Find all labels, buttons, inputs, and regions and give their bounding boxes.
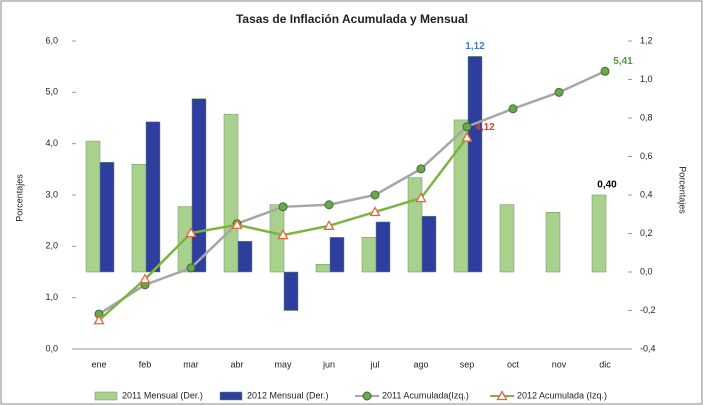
line-marker bbox=[278, 202, 288, 212]
legend-marker bbox=[496, 390, 508, 401]
x-tick-label: ene bbox=[91, 359, 106, 369]
y2-tick-label: -0,4 bbox=[640, 343, 656, 353]
bar bbox=[375, 221, 391, 273]
y-tick-label: 5,0 bbox=[45, 87, 58, 97]
y2-axis-label: Porcentajes bbox=[678, 166, 688, 214]
line-marker bbox=[93, 314, 105, 325]
line-marker bbox=[461, 131, 473, 142]
y2-tick-label: 0,0 bbox=[640, 266, 653, 276]
x-tick-label: ago bbox=[413, 359, 428, 369]
line-marker bbox=[139, 273, 151, 284]
bar bbox=[407, 177, 423, 273]
legend-label: 2012 Mensual (Der.) bbox=[247, 390, 329, 400]
line-marker bbox=[370, 190, 380, 200]
line-marker bbox=[324, 200, 334, 210]
y2-tick-label: 1,2 bbox=[640, 35, 653, 45]
bar bbox=[545, 212, 561, 273]
bar bbox=[223, 113, 239, 273]
bar bbox=[467, 56, 483, 273]
bar bbox=[315, 264, 331, 273]
x-tick-label: oct bbox=[507, 359, 520, 369]
legend-label: 2011 Acumulada(Izq.) bbox=[382, 390, 469, 400]
line-marker bbox=[416, 164, 426, 174]
bar bbox=[145, 121, 161, 273]
legend-swatch bbox=[94, 391, 118, 401]
y-tick-label: 2,0 bbox=[45, 241, 58, 251]
x-tick-label: feb bbox=[139, 359, 152, 369]
line-marker bbox=[415, 192, 427, 203]
legend-label: 2012 Acumulada (Izq.) bbox=[517, 390, 607, 400]
x-tick-label: may bbox=[274, 359, 292, 369]
x-tick-label: jul bbox=[369, 359, 379, 369]
bar bbox=[85, 140, 101, 273]
line-marker bbox=[600, 66, 610, 76]
line-marker bbox=[186, 263, 196, 273]
y2-tick-label: 1,0 bbox=[640, 74, 653, 84]
bar bbox=[453, 119, 469, 273]
data-label: 5,41 bbox=[613, 56, 633, 67]
bar bbox=[329, 237, 345, 273]
bar bbox=[237, 240, 253, 273]
legend-label: 2011 Mensual (Der.) bbox=[122, 390, 203, 400]
y-axis-label: Porcentajes bbox=[14, 174, 24, 222]
line bbox=[98, 70, 606, 316]
data-label: 0,40 bbox=[597, 180, 617, 191]
line-marker bbox=[554, 87, 564, 97]
y-tick-label: 0,0 bbox=[45, 343, 58, 353]
x-tick-label: jun bbox=[322, 359, 335, 369]
bar bbox=[421, 215, 437, 273]
bar bbox=[361, 237, 377, 273]
line-marker bbox=[323, 219, 335, 230]
y2-tick-label: 0,2 bbox=[640, 228, 653, 238]
line-marker bbox=[185, 227, 197, 238]
y2-tick-label: -0,2 bbox=[640, 305, 656, 315]
line-marker bbox=[508, 104, 518, 114]
y-tick-label: 6,0 bbox=[45, 35, 58, 45]
line-marker bbox=[277, 229, 289, 240]
x-tick-label: sep bbox=[460, 359, 475, 369]
line-marker bbox=[369, 206, 381, 217]
bar bbox=[283, 271, 299, 311]
y-tick-label: 1,0 bbox=[45, 292, 58, 302]
legend-swatch bbox=[219, 391, 243, 401]
data-label: 1,12 bbox=[465, 41, 485, 52]
x-tick-label: abr bbox=[230, 359, 243, 369]
bar bbox=[499, 204, 515, 273]
y-tick-label: 4,0 bbox=[45, 138, 58, 148]
y2-tick-label: 0,4 bbox=[640, 189, 653, 199]
y2-tick-label: 0,6 bbox=[640, 151, 653, 161]
x-tick-label: nov bbox=[552, 359, 567, 369]
x-tick-label: mar bbox=[183, 359, 199, 369]
legend-marker bbox=[362, 391, 372, 401]
line-marker bbox=[462, 122, 472, 132]
bar bbox=[591, 194, 607, 273]
data-label: 4,12 bbox=[475, 122, 495, 133]
x-tick-label: dic bbox=[599, 359, 611, 369]
line-marker bbox=[231, 218, 243, 229]
y-tick-label: 3,0 bbox=[45, 189, 58, 199]
bar bbox=[99, 162, 115, 273]
bar bbox=[191, 98, 207, 273]
chart-title: Tasas de Inflación Acumulada y Mensual bbox=[236, 12, 468, 26]
bar bbox=[131, 163, 147, 273]
y2-tick-label: 0,8 bbox=[640, 112, 653, 122]
